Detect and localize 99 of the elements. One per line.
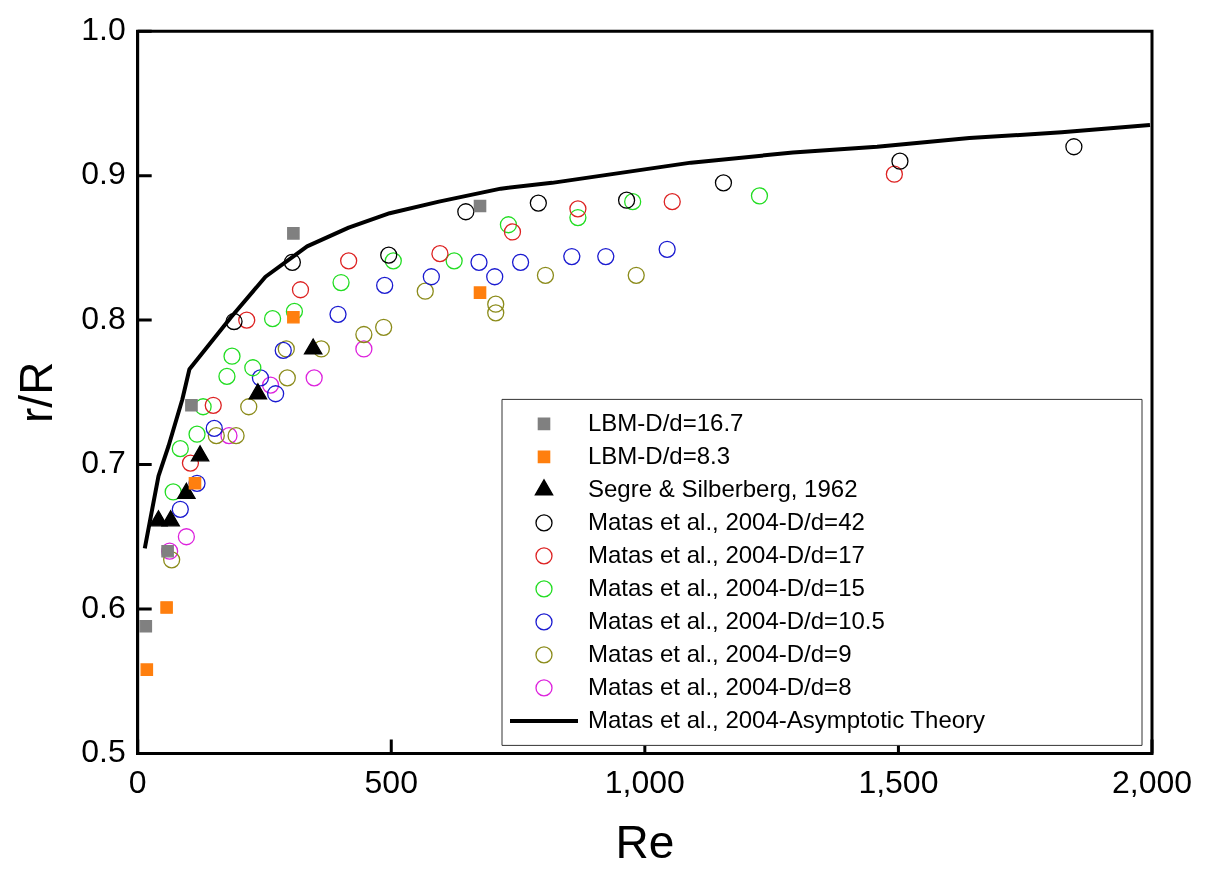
- point: [470, 253, 488, 271]
- legend-label: Matas et al., 2004-D/d=9: [588, 639, 852, 667]
- point: [536, 266, 555, 284]
- y-tick-label: 0.7: [81, 444, 126, 481]
- point: [263, 309, 282, 328]
- point: [511, 253, 530, 271]
- point: [140, 663, 154, 676]
- point: [188, 425, 206, 443]
- point: [261, 376, 280, 394]
- point: [445, 252, 463, 270]
- point: [569, 208, 587, 227]
- point: [627, 266, 645, 284]
- point: [663, 192, 681, 211]
- point: [891, 152, 909, 170]
- point: [278, 369, 296, 387]
- y-axis-title: r/R: [10, 361, 63, 423]
- point: [1065, 138, 1083, 156]
- point: [457, 203, 475, 221]
- legend-label: LBM-D/d=8.3: [588, 441, 731, 469]
- point: [218, 367, 236, 386]
- point: [376, 276, 394, 295]
- point: [163, 551, 181, 569]
- point: [340, 252, 358, 270]
- point: [473, 286, 487, 299]
- x-tick-label: 1,500: [858, 764, 939, 801]
- point: [161, 544, 174, 558]
- point: [380, 246, 398, 264]
- point: [285, 302, 304, 321]
- point: [223, 347, 241, 365]
- point: [164, 483, 182, 501]
- point: [194, 398, 212, 416]
- point: [486, 268, 504, 286]
- point: [597, 247, 615, 266]
- point: [714, 174, 733, 192]
- point: [160, 601, 173, 614]
- point: [287, 310, 300, 324]
- point: [305, 369, 323, 387]
- point: [503, 223, 522, 241]
- point: [185, 398, 198, 412]
- point: [473, 199, 487, 213]
- point: [885, 165, 904, 183]
- point: [750, 187, 769, 205]
- point: [375, 318, 393, 336]
- point: [227, 426, 245, 445]
- point: [283, 253, 302, 271]
- point: [204, 396, 222, 414]
- x-tick-label: 500: [364, 764, 418, 801]
- legend-label: Matas et al., 2004-D/d=15: [588, 573, 865, 601]
- point: [139, 619, 153, 633]
- point: [416, 282, 434, 300]
- point: [287, 227, 300, 240]
- point: [238, 311, 256, 329]
- point: [181, 454, 200, 472]
- point: [220, 426, 238, 445]
- point: [188, 476, 202, 490]
- x-tick-label: 0: [128, 764, 147, 801]
- point: [529, 194, 547, 212]
- point: [355, 340, 373, 358]
- legend-label: Matas et al., 2004-Asymptotic Theory: [588, 705, 986, 733]
- y-tick-label: 0.8: [81, 299, 126, 336]
- point: [332, 273, 350, 292]
- legend-label: Matas et al., 2004-D/d=17: [588, 540, 865, 568]
- point: [244, 359, 262, 377]
- point: [329, 305, 347, 323]
- point: [563, 247, 581, 266]
- point: [499, 216, 518, 234]
- point: [487, 295, 505, 313]
- point: [207, 426, 225, 445]
- point: [291, 281, 310, 299]
- legend-label: Segre & Silberberg, 1962: [588, 474, 858, 502]
- y-tick-label: 0.6: [81, 588, 126, 625]
- point: [431, 244, 449, 263]
- point: [251, 369, 270, 387]
- point: [487, 304, 505, 322]
- point: [569, 200, 587, 218]
- point: [422, 268, 440, 286]
- x-tick-label: 1,000: [604, 764, 685, 801]
- point: [171, 439, 189, 458]
- point: [617, 191, 636, 209]
- point: [177, 528, 196, 546]
- point: [384, 252, 402, 270]
- y-tick-label: 0.9: [81, 155, 126, 192]
- legend-label: Matas et al., 2004-D/d=8: [588, 672, 852, 700]
- legend-label: Matas et al., 2004-D/d=42: [588, 507, 865, 535]
- y-tick-label: 0.5: [81, 733, 126, 770]
- x-tick-label: 2,000: [1111, 764, 1193, 801]
- x-axis-title: Re: [615, 816, 675, 869]
- point: [240, 398, 258, 416]
- legend-label: Matas et al., 2004-D/d=10.5: [588, 606, 885, 634]
- point: [624, 192, 642, 211]
- y-tick-label: 1.0: [81, 11, 126, 48]
- point: [266, 385, 285, 403]
- legend-label: LBM-D/d=16.7: [588, 408, 744, 436]
- point: [658, 240, 676, 258]
- point: [355, 325, 373, 344]
- point: [225, 312, 243, 331]
- point: [188, 474, 206, 492]
- point: [171, 500, 189, 518]
- point: [205, 419, 223, 438]
